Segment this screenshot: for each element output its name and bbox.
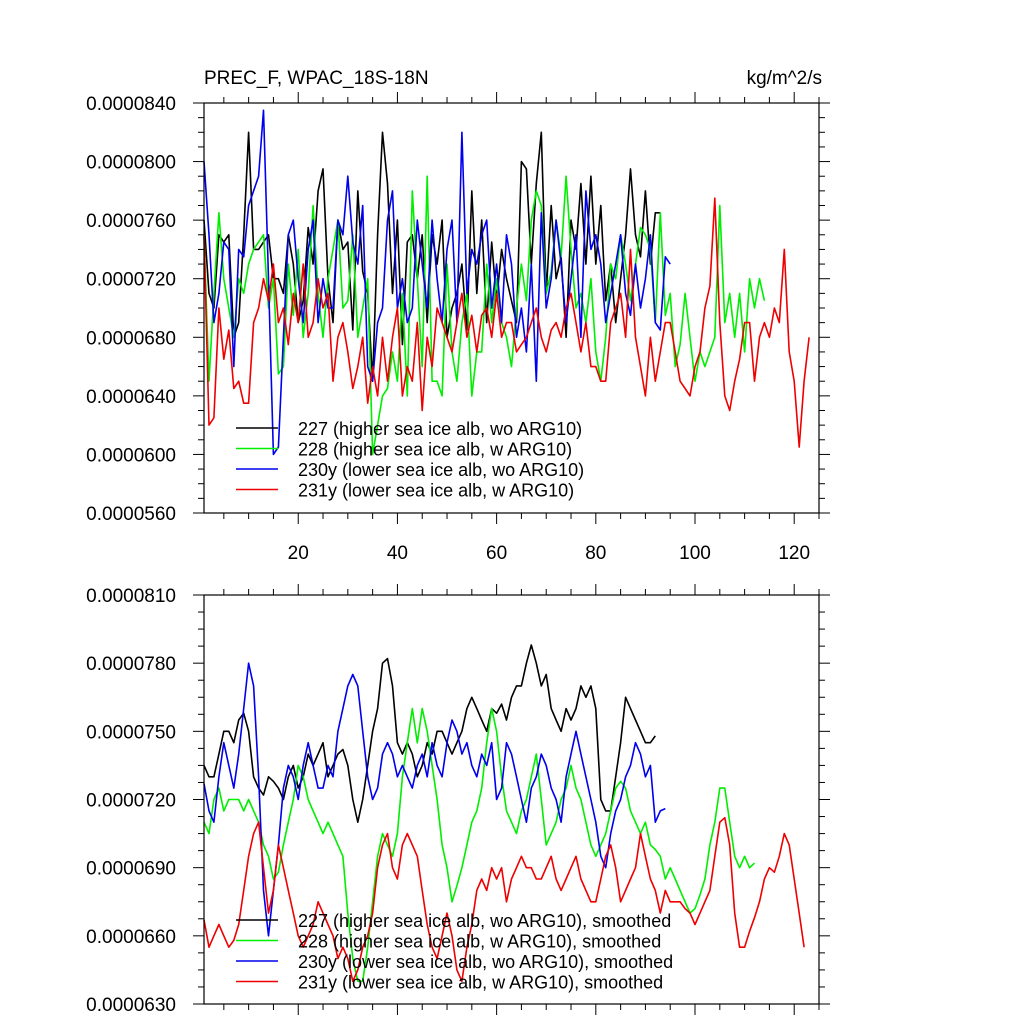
top-legend: 227 (higher sea ice alb, wo ARG10)228 (h… bbox=[236, 419, 584, 501]
top-axis-ticks: 0.0000560 0.0000600 0.0000640 0.0000680 0.00… bbox=[86, 92, 830, 564]
bottom-panel: 0.0000630 0.0000660 0.0000690 0.0000720 0.00… bbox=[86, 584, 830, 1016]
y-tick-label: 0.0000810 bbox=[86, 586, 176, 607]
top-plot-frame bbox=[203, 102, 820, 514]
x-tick-label: 120 bbox=[778, 543, 810, 564]
legend-label: 230y (lower sea ice alb, wo ARG10), smoo… bbox=[298, 952, 673, 972]
y-tick-label: 0.0000720 bbox=[86, 791, 176, 812]
legend-label: 227 (higher sea ice alb, wo ARG10), smoo… bbox=[298, 911, 671, 931]
y-tick-label: 0.0000780 bbox=[86, 654, 176, 675]
series-line-228-smoothed bbox=[203, 707, 756, 983]
chart-title: PREC_F, WPAC_18S-18N bbox=[204, 68, 429, 89]
series-line-227-smoothed bbox=[203, 644, 656, 824]
series-line-230y-smoothed bbox=[203, 662, 666, 937]
y-tick-label: 0.0000690 bbox=[86, 859, 176, 880]
legend-label: 227 (higher sea ice alb, wo ARG10) bbox=[298, 419, 582, 439]
legend-label: 230y (lower sea ice alb, wo ARG10) bbox=[298, 460, 584, 480]
y-tick-label: 0.0000560 bbox=[86, 504, 176, 525]
x-tick-label: 80 bbox=[585, 543, 606, 564]
bottom-legend: 227 (higher sea ice alb, wo ARG10), smoo… bbox=[236, 911, 673, 993]
y-tick-label: 0.0000750 bbox=[86, 722, 176, 743]
x-tick-label: 40 bbox=[387, 543, 408, 564]
y-tick-label: 0.0000640 bbox=[86, 387, 176, 408]
y-tick-label: 0.0000720 bbox=[86, 270, 176, 291]
y-tick-label: 0.0000840 bbox=[86, 94, 176, 115]
y-tick-label: 0.0000660 bbox=[86, 927, 176, 948]
bottom-axis-ticks: 0.0000630 0.0000660 0.0000690 0.0000720 0.00… bbox=[86, 584, 830, 1016]
series-line-228 bbox=[203, 175, 766, 456]
legend-label: 228 (higher sea ice alb, w ARG10), smoot… bbox=[298, 932, 661, 952]
x-tick-label: 60 bbox=[486, 543, 507, 564]
y-tick-label: 0.0000680 bbox=[86, 328, 176, 349]
y-tick-label: 0.0000600 bbox=[86, 445, 176, 466]
chart-units: kg/m^2/s bbox=[747, 68, 822, 89]
x-tick-label: 100 bbox=[679, 543, 711, 564]
top-panel: PREC_F, WPAC_18S-18N kg/m^2/s 0.00005600… bbox=[86, 68, 830, 564]
bottom-series-group bbox=[203, 644, 805, 983]
top-series-group bbox=[203, 109, 810, 456]
legend-label: 228 (higher sea ice alb, w ARG10) bbox=[298, 440, 572, 460]
x-tick-label: 20 bbox=[288, 543, 309, 564]
series-line-231y bbox=[203, 197, 810, 448]
y-tick-label: 0.0000800 bbox=[86, 153, 176, 174]
y-tick-label: 0.0000630 bbox=[86, 995, 176, 1016]
legend-label: 231y (lower sea ice alb, w ARG10) bbox=[298, 481, 574, 501]
series-line-227 bbox=[203, 131, 661, 383]
series-line-230y bbox=[203, 109, 671, 456]
series-line-231y-smoothed bbox=[203, 816, 805, 983]
y-tick-label: 0.0000760 bbox=[86, 211, 176, 232]
legend-label: 231y (lower sea ice alb, w ARG10), smoot… bbox=[298, 973, 663, 993]
bottom-plot-frame bbox=[203, 594, 820, 1005]
